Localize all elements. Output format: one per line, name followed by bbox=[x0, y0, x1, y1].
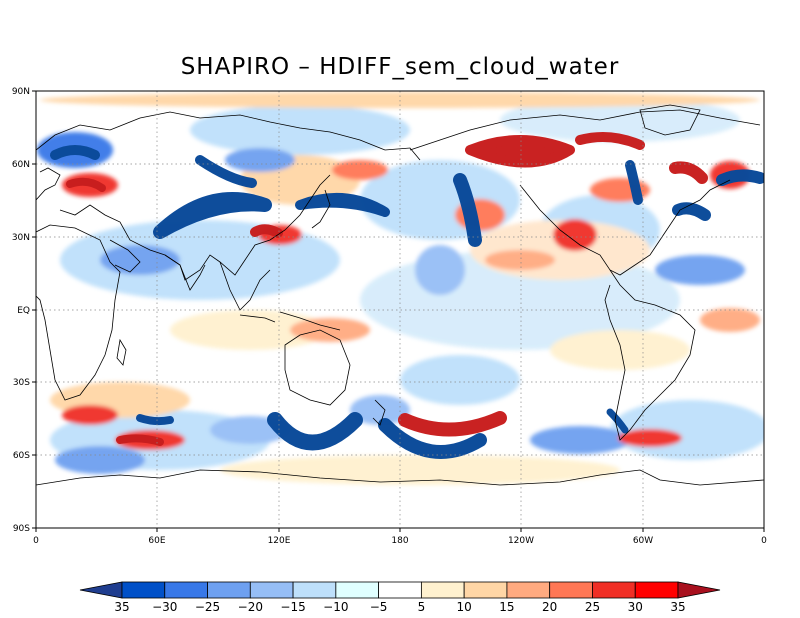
colorbar-label: 25 bbox=[585, 600, 600, 614]
continent-outline-icon bbox=[36, 104, 764, 486]
colorbar-swatch bbox=[463, 581, 508, 599]
colorbar: 35 −30 −25 −20 −15 −10 −5 5 10 15 20 25 30 35 bbox=[79, 581, 721, 614]
latitude-labels: 90N 60N 30N EQ 30S 60S 90S bbox=[12, 87, 30, 534]
colorbar-swatch bbox=[164, 581, 208, 599]
colorbar-label: −15 bbox=[280, 600, 305, 614]
lon-label: 0 bbox=[761, 536, 767, 546]
colorbar-swatch bbox=[249, 581, 294, 599]
lon-label: 180 bbox=[391, 536, 408, 546]
longitude-labels: 0 60E 120E 180 120W 60W 0 bbox=[33, 536, 767, 546]
colorbar-label: −20 bbox=[238, 600, 263, 614]
colorbar-label: 20 bbox=[542, 600, 557, 614]
lon-label: 120W bbox=[508, 536, 534, 546]
lat-label: 60N bbox=[12, 160, 30, 170]
colorbar-label: −10 bbox=[323, 600, 348, 614]
colorbar-label: 35 bbox=[114, 600, 129, 614]
lat-label: 60S bbox=[13, 451, 30, 461]
colorbar-swatch bbox=[592, 581, 636, 599]
lat-label: EQ bbox=[17, 306, 30, 316]
colorbar-swatch bbox=[506, 581, 551, 599]
grid-lines bbox=[36, 91, 764, 528]
colorbar-swatch bbox=[335, 581, 380, 599]
colorbar-swatch bbox=[634, 581, 679, 599]
colorbar-swatch bbox=[549, 581, 593, 599]
colorbar-label: 10 bbox=[457, 600, 472, 614]
map-title: SHAPIRO – HDIFF_sem_cloud_water bbox=[180, 54, 620, 80]
colorbar-label: −30 bbox=[152, 600, 177, 614]
colorbar-swatch bbox=[207, 581, 251, 599]
colorbar-left-arrow bbox=[79, 581, 123, 599]
colorbar-right-arrow bbox=[677, 581, 721, 599]
colorbar-swatch bbox=[420, 581, 465, 599]
colorbar-label: 15 bbox=[499, 600, 514, 614]
colorbar-label: 5 bbox=[418, 600, 426, 614]
lat-label: 90S bbox=[13, 524, 30, 534]
lon-label: 60E bbox=[148, 536, 165, 546]
colorbar-swatch bbox=[378, 581, 422, 599]
colorbar-swatch bbox=[121, 581, 166, 599]
lon-label: 0 bbox=[33, 536, 39, 546]
colorbar-label: 35 bbox=[670, 600, 685, 614]
colorbar-label: 30 bbox=[628, 600, 643, 614]
lon-label: 120E bbox=[268, 536, 291, 546]
lat-label: 90N bbox=[12, 87, 30, 97]
colorbar-label: −5 bbox=[370, 600, 388, 614]
lat-label: 30N bbox=[12, 233, 30, 243]
lon-label: 60W bbox=[633, 536, 653, 546]
colorbar-label: −25 bbox=[195, 600, 220, 614]
colorbar-swatch bbox=[292, 581, 337, 599]
field-layer bbox=[37, 92, 764, 485]
tick-marks bbox=[32, 90, 765, 532]
lat-label: 30S bbox=[13, 378, 30, 388]
